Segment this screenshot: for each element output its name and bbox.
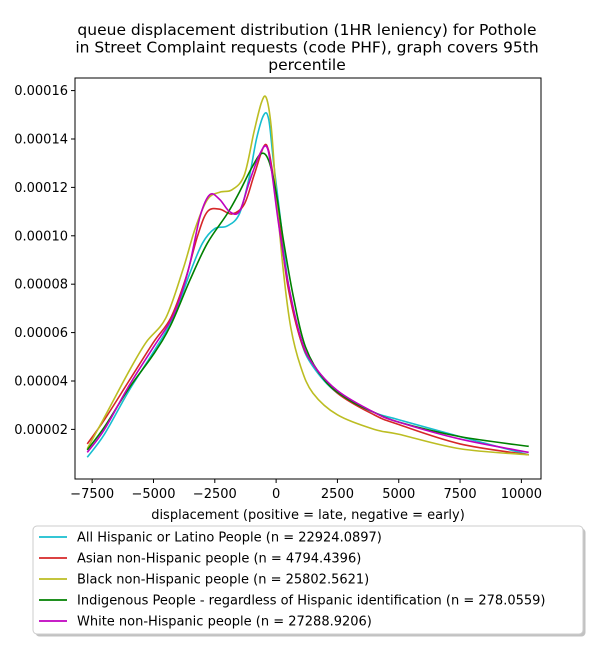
legend-entry: Black non-Hispanic people (n = 25802.562…: [77, 573, 369, 588]
legend-entry: Asian non-Hispanic people (n = 4794.4396…: [77, 552, 361, 567]
y-tick-label: 0.00006: [14, 326, 68, 341]
x-tick-label: −7500: [70, 487, 114, 502]
title-line: in Street Complaint requests (code PHF),…: [75, 39, 538, 57]
y-tick-label: 0.00014: [14, 132, 68, 147]
x-tick-label: 2500: [321, 487, 354, 502]
y-tick-label: 0.00012: [14, 181, 68, 196]
x-tick-label: 5000: [382, 487, 415, 502]
y-tick-label: 0.00002: [14, 423, 68, 438]
legend-entry: White non-Hispanic people (n = 27288.920…: [77, 615, 372, 630]
x-axis: −7500 −5000 −2500 0 2500 5000 7500 10000: [70, 479, 542, 502]
legend: All Hispanic or Latino People (n = 22924…: [32, 525, 586, 637]
curves: [86, 95, 529, 458]
y-tick-label: 0.00010: [14, 229, 68, 244]
chart-title: queue displacement distribution (1HR len…: [75, 21, 538, 74]
legend-box: [32, 525, 584, 635]
series-line-2: [86, 95, 529, 456]
x-tick-label: 7500: [444, 487, 477, 502]
title-line: queue displacement distribution (1HR len…: [77, 21, 536, 39]
series-line-4: [86, 145, 529, 454]
y-tick-label: 0.00004: [14, 374, 68, 389]
y-tick-label: 0.00008: [14, 278, 68, 293]
x-tick-label: 0: [272, 487, 280, 502]
y-tick-label: 0.00016: [14, 84, 68, 99]
x-tick-label: −5000: [131, 487, 175, 502]
legend-entry: All Hispanic or Latino People (n = 22924…: [77, 531, 382, 546]
series-line-1: [86, 143, 529, 456]
plot-frame: [74, 77, 542, 480]
x-tick-label: −2500: [193, 487, 237, 502]
series-line-0: [86, 111, 529, 458]
series-line-3: [86, 152, 529, 451]
x-tick-label: 10000: [501, 487, 542, 502]
x-axis-label: displacement (positive = late, negative …: [151, 508, 465, 523]
y-axis: 0.00002 0.00004 0.00006 0.00008 0.00010 0.000…: [14, 84, 75, 438]
legend-entry: Indigenous People - regardless of Hispan…: [77, 594, 546, 609]
title-line: percentile: [268, 56, 346, 74]
